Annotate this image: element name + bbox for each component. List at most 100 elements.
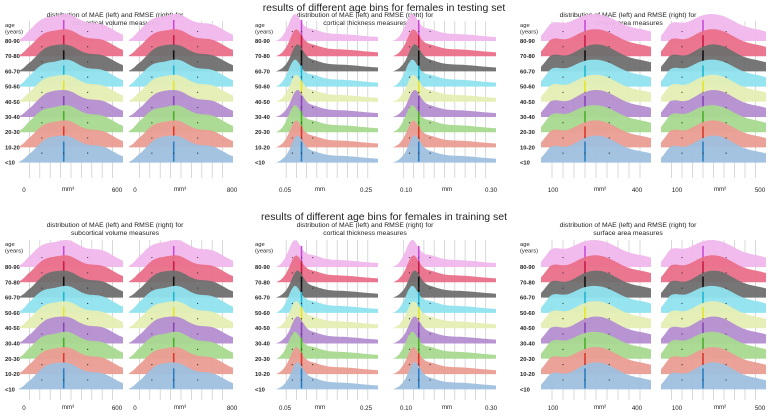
quantile-dot [41, 379, 43, 381]
age-bin-label: 20-30 [5, 130, 20, 136]
ridge-80-90 [541, 240, 651, 267]
age-bin-label: 60-70 [5, 69, 20, 75]
quantile-dot [429, 348, 431, 350]
age-bin-label: <10 [5, 161, 15, 167]
age-bin-label: 80-90 [520, 265, 535, 271]
ridge-70-80 [541, 255, 651, 283]
quantile-dot [725, 46, 727, 48]
quantile-dot [681, 287, 683, 289]
quantile-dot [41, 152, 43, 154]
age-header-unit: (years) [5, 249, 23, 255]
quantile-dot [562, 137, 564, 139]
quantile-dot [681, 76, 683, 78]
quantile-dot [197, 152, 199, 154]
quantile-dot [562, 91, 564, 93]
quantile-dot [608, 318, 610, 320]
quantile-dot [725, 318, 727, 320]
quantile-dot [300, 256, 303, 259]
quantile-dot [418, 137, 420, 139]
quantile-dot [562, 302, 564, 305]
age-header: age [5, 242, 15, 248]
quantile-dot [681, 106, 683, 109]
quantile-dot [725, 122, 727, 124]
quantile-dot [408, 256, 411, 259]
quantile-dot [312, 364, 314, 366]
quantile-dot [312, 91, 314, 93]
x-tick-label: 500 [755, 405, 766, 412]
quantile-dot [408, 364, 411, 366]
quantile-dot [41, 364, 43, 366]
quantile-dot [408, 122, 411, 124]
quantile-dot [197, 76, 199, 78]
quantile-dot [562, 76, 564, 78]
age-bin-label: 30-40 [5, 342, 20, 348]
quantile-dot [87, 122, 89, 124]
quantile-dot [300, 364, 303, 366]
ridge-<10 [129, 362, 233, 390]
quantile-dot [681, 30, 683, 33]
quantile-dot [681, 364, 683, 366]
quantile-dot [291, 348, 293, 350]
quantile-dot [408, 137, 411, 139]
group-subtitle: subcortical volume measures [71, 230, 160, 237]
quantile-dot [87, 91, 89, 93]
quantile-dot [300, 76, 303, 78]
quantile-dot [300, 302, 303, 305]
x-unit-label: mm [315, 404, 325, 411]
quantile-dot [681, 302, 683, 305]
quantile-dot [291, 137, 293, 139]
quantile-dot [562, 256, 564, 259]
x-unit-label: mm² [714, 404, 726, 411]
quantile-dot [300, 318, 303, 320]
quantile-dot [87, 272, 89, 274]
quantile-dot [291, 122, 293, 124]
quantile-dot [197, 256, 199, 259]
age-bin-label: <10 [255, 161, 265, 167]
quantile-dot [608, 152, 610, 154]
quantile-dot [41, 256, 43, 259]
ridge-30-40 [661, 316, 766, 344]
ridge-20-30 [661, 105, 766, 133]
quantile-dot [197, 46, 199, 48]
quantile-dot [312, 137, 314, 139]
age-bin-label: 30-40 [5, 115, 20, 121]
age-bin-label: 40-50 [255, 326, 270, 332]
ridge-10-20 [541, 347, 651, 375]
age-bin-label: 80-90 [520, 39, 535, 45]
x-tick-label: 0.25 [360, 405, 373, 412]
quantile-dot [151, 106, 153, 109]
group-title: distribution of MAE (left) and RMSE (rig… [560, 12, 697, 19]
ridge-panel: 0 800 mm³ [129, 240, 238, 412]
quantile-dot [151, 302, 153, 305]
quantile-dot [312, 46, 314, 48]
x-unit-label: mm³ [62, 404, 74, 411]
quantile-dot [725, 76, 727, 78]
age-bin-label: 60-70 [5, 296, 20, 302]
x-tick-label: 400 [632, 187, 643, 194]
quantile-dot [63, 152, 65, 154]
quantile-dot [197, 30, 199, 33]
age-bin-label: 80-90 [255, 39, 270, 45]
quantile-dot [291, 379, 293, 381]
quantile-dot [408, 76, 411, 78]
quantile-dot [173, 152, 175, 154]
quantile-dot [151, 364, 153, 366]
age-bin-label: 30-40 [255, 342, 270, 348]
quantile-dot [87, 30, 89, 33]
quantile-dot [41, 318, 43, 320]
age-bin-label: <10 [520, 387, 530, 393]
age-bin-label: 10-20 [255, 372, 270, 378]
quantile-dot [151, 333, 153, 335]
quantile-dot [562, 379, 564, 381]
quantile-dot [197, 333, 199, 335]
quantile-dot [41, 46, 43, 48]
x-tick-label: 0.30 [485, 187, 498, 194]
quantile-dot [151, 76, 153, 78]
ridge-60-70 [541, 270, 651, 298]
quantile-dot [87, 348, 89, 350]
quantile-dot [300, 122, 303, 124]
age-bin-label: 10-20 [255, 145, 270, 151]
quantile-dot [87, 46, 89, 48]
age-bin-label: <10 [255, 387, 265, 393]
quantile-dot [41, 91, 43, 93]
